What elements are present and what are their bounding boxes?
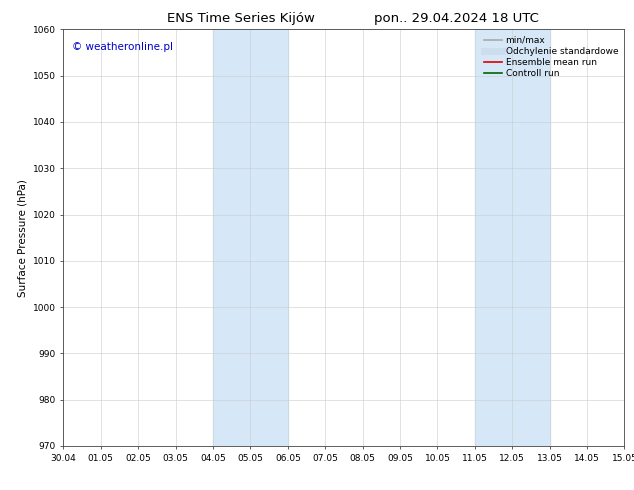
Legend: min/max, Odchylenie standardowe, Ensemble mean run, Controll run: min/max, Odchylenie standardowe, Ensembl… xyxy=(482,34,620,80)
Text: © weatheronline.pl: © weatheronline.pl xyxy=(72,42,173,52)
Text: pon.. 29.04.2024 18 UTC: pon.. 29.04.2024 18 UTC xyxy=(374,12,539,25)
Bar xyxy=(213,29,288,446)
Bar xyxy=(475,29,550,446)
Y-axis label: Surface Pressure (hPa): Surface Pressure (hPa) xyxy=(17,179,27,296)
Text: ENS Time Series Kijów: ENS Time Series Kijów xyxy=(167,12,315,25)
